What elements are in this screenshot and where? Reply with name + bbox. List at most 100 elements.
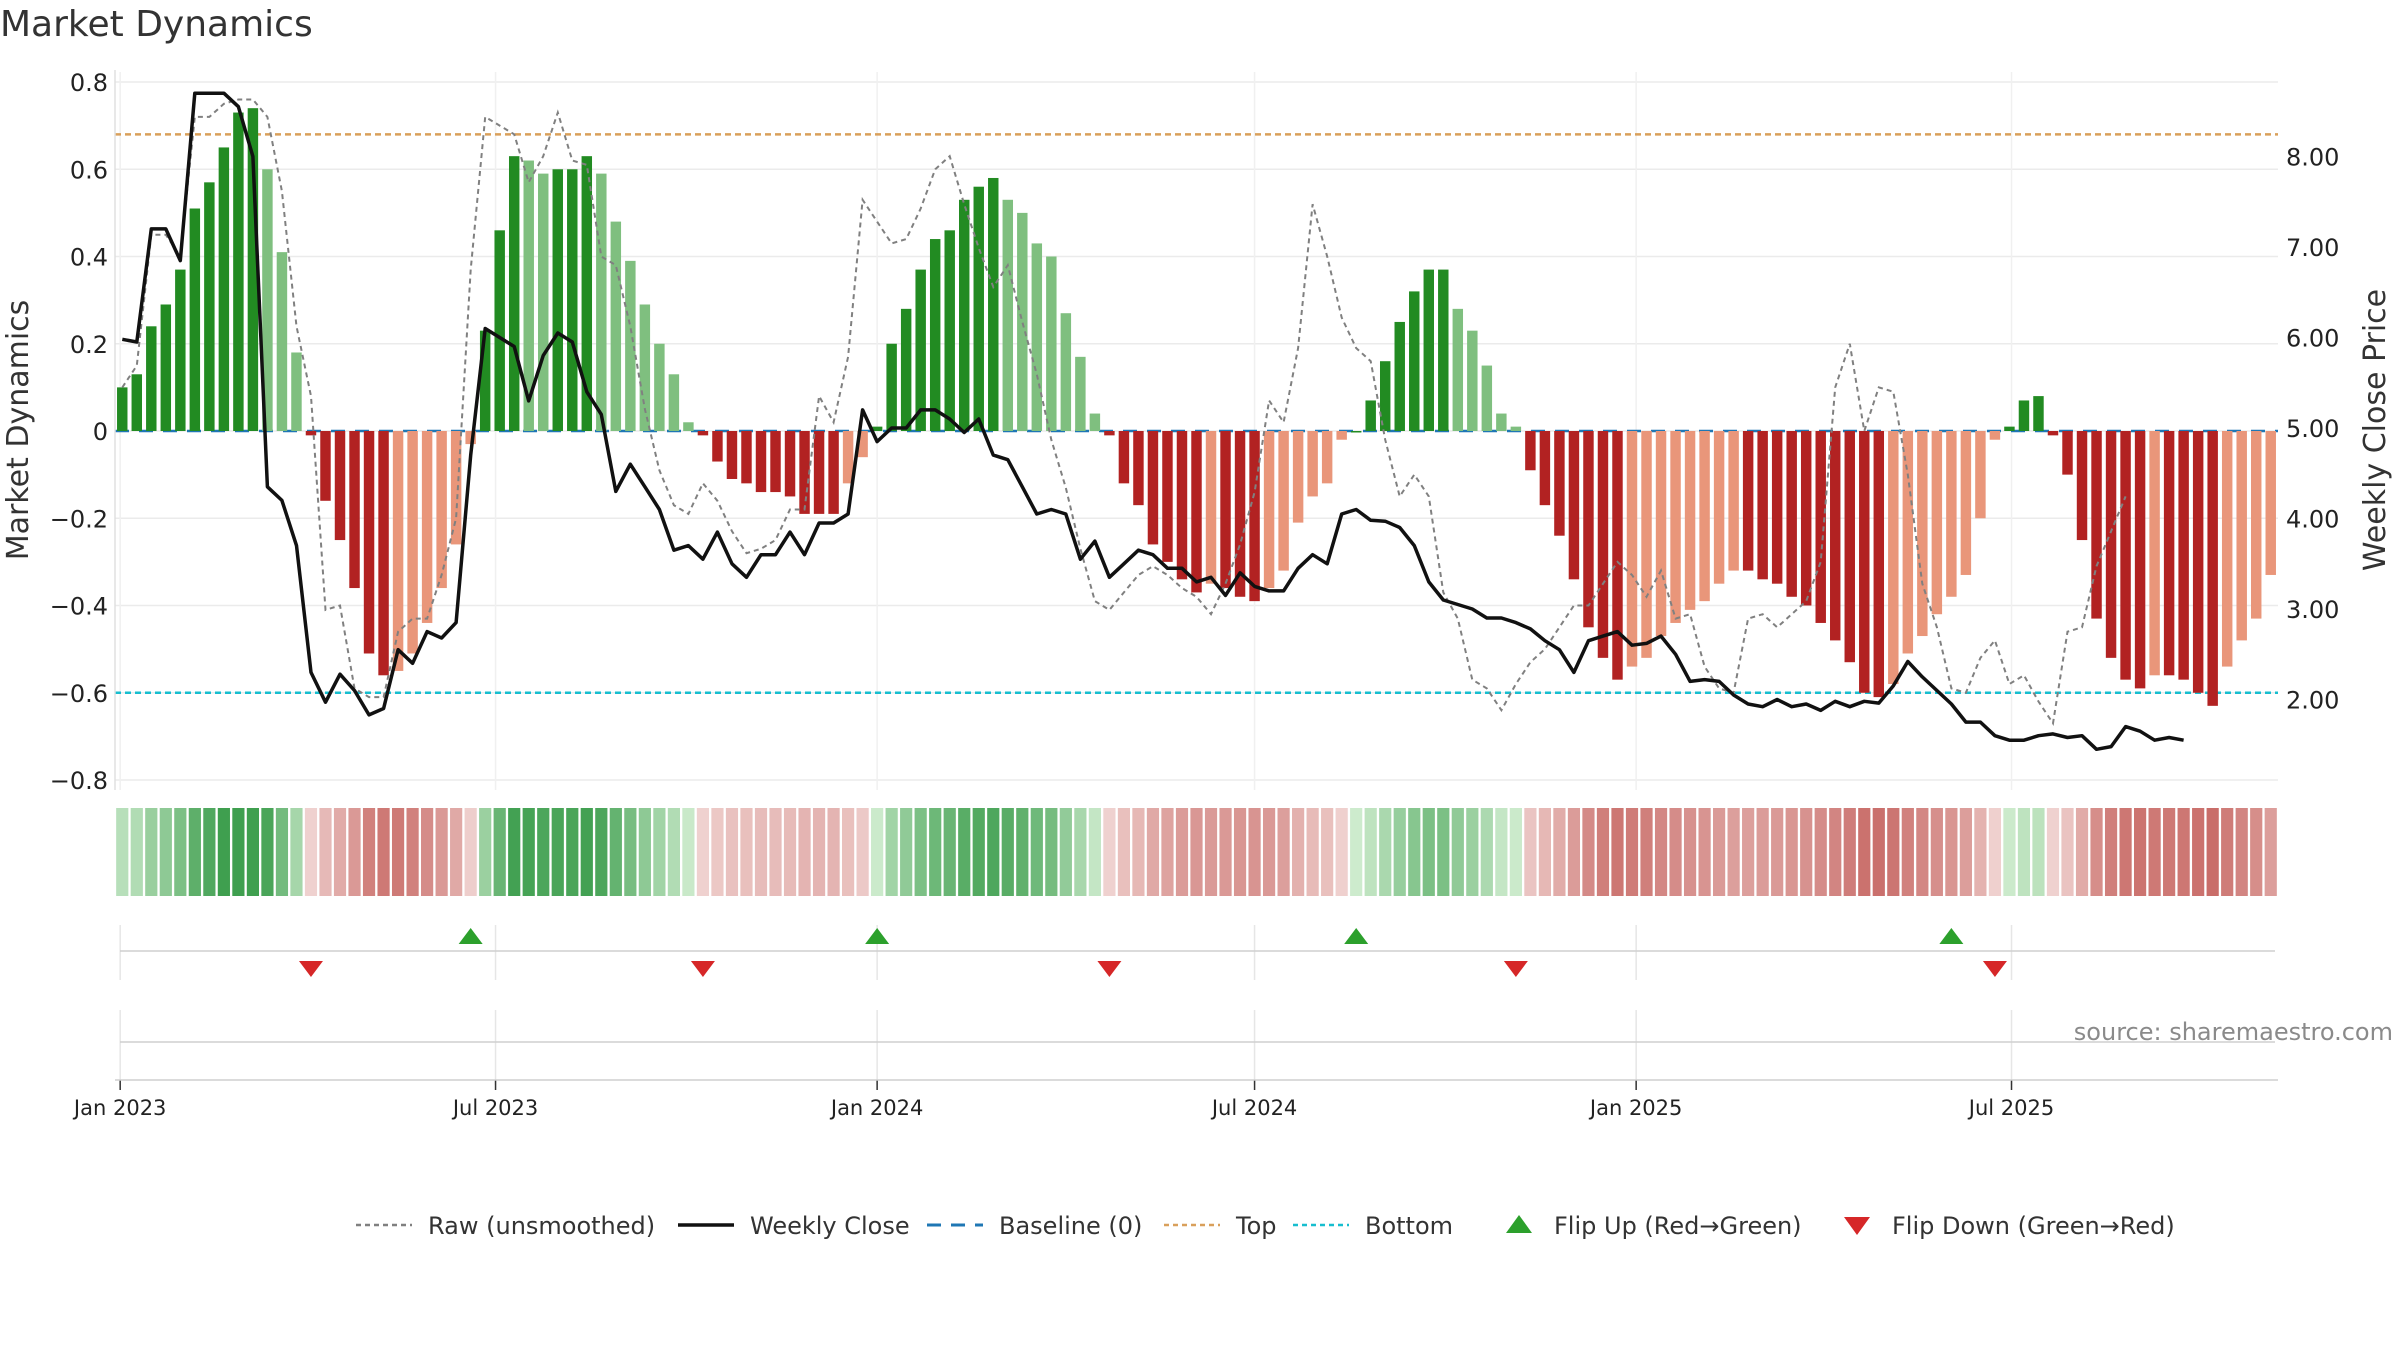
y-tick-right: 8.00 — [2286, 144, 2339, 172]
market-dynamics-bar — [1989, 431, 2001, 440]
regime-strip-cell — [682, 808, 695, 896]
legend-label: Top — [1235, 1212, 1277, 1240]
market-dynamics-bar — [1205, 431, 1217, 584]
regime-strip-cell — [842, 808, 855, 896]
regime-strip-cell — [1277, 808, 1290, 896]
market-dynamics-bar — [1496, 413, 1507, 431]
market-dynamics-bar — [959, 199, 970, 431]
market-dynamics-bar — [639, 304, 651, 431]
regime-strip-cell — [1785, 808, 1798, 896]
flip-down-marker — [1982, 961, 2007, 977]
market-dynamics-bar — [2134, 431, 2146, 689]
regime-strip-cell — [1262, 808, 1276, 896]
regime-strip-cell — [1887, 808, 1900, 896]
market-dynamics-bar — [1815, 431, 1826, 623]
regime-strip-cell — [1713, 808, 1726, 896]
market-dynamics-bar — [799, 431, 810, 514]
regime-strip-cell — [1393, 808, 1406, 896]
regime-strip-cell — [304, 808, 318, 896]
market-dynamics-bar — [1046, 256, 1057, 431]
market-dynamics-bar — [1089, 413, 1101, 431]
market-dynamics-bar — [712, 431, 723, 462]
legend-item: Baseline (0) — [927, 1212, 1142, 1240]
legend-item: Bottom — [1293, 1212, 1453, 1240]
y-tick-left: −0.8 — [50, 767, 108, 795]
market-dynamics-bar — [1975, 431, 1986, 519]
y-tick-right: 2.00 — [2286, 687, 2339, 715]
regime-strip-cell — [769, 808, 782, 896]
regime-strip-cell — [1524, 808, 1537, 896]
regime-strip-cell — [1466, 808, 1479, 896]
regime-strip-cell — [871, 808, 884, 896]
regime-strip-cell — [1016, 808, 1029, 896]
legend-swatch — [1506, 1215, 1532, 1233]
regime-strip-cell — [2250, 808, 2263, 896]
regime-strip-cell — [1640, 808, 1653, 896]
market-dynamics-bar — [320, 431, 331, 501]
market-dynamics-bar — [1583, 431, 1594, 628]
market-dynamics-bar — [741, 431, 752, 484]
flip-down-marker — [1503, 961, 1528, 977]
market-dynamics-bar — [436, 431, 447, 589]
regime-strip-cell — [1248, 808, 1261, 896]
y-tick-left: 0.2 — [70, 331, 108, 359]
regime-strip-cell — [711, 808, 724, 896]
market-dynamics-bar — [160, 304, 172, 431]
regime-strip-cell — [1233, 808, 1247, 896]
regime-strip-cell — [1567, 808, 1581, 896]
market-dynamics-bar — [1757, 431, 1768, 580]
regime-strip-cell — [1843, 808, 1856, 896]
regime-strip-cell — [1974, 808, 1987, 896]
market-dynamics-bar — [1597, 431, 1609, 658]
y-tick-right: 3.00 — [2286, 596, 2339, 624]
market-dynamics-bar — [363, 431, 375, 654]
regime-strip-cell — [2075, 808, 2089, 896]
regime-strip-cell — [1103, 808, 1116, 896]
flip-markers-panel — [120, 928, 2275, 977]
regime-strip-cell — [1930, 808, 1943, 896]
market-dynamics-bar — [2076, 431, 2088, 541]
regime-strip-cell — [667, 808, 680, 896]
regime-strip-cell — [1480, 808, 1493, 896]
regime-strip-cell — [2104, 808, 2118, 896]
regime-strip-cell — [1727, 808, 1740, 896]
market-dynamics-bar — [1960, 431, 1972, 575]
regime-strip-cell — [145, 808, 158, 896]
regime-strip — [116, 808, 2277, 896]
market-dynamics-bar — [1321, 431, 1333, 484]
market-dynamics-bar — [1728, 431, 1739, 571]
regime-strip-cell — [1379, 808, 1392, 896]
y-tick-left: −0.2 — [50, 505, 108, 533]
market-dynamics-bar — [770, 431, 781, 493]
market-dynamics-bar — [1176, 431, 1188, 580]
regime-strip-cell — [2235, 808, 2248, 896]
regime-strip-cell — [1669, 808, 1682, 896]
market-dynamics-bar — [900, 308, 912, 431]
market-dynamics-bar — [944, 230, 955, 431]
regime-strip-cell — [333, 808, 347, 896]
market-dynamics-bar — [1002, 199, 1014, 431]
regime-strip-cell — [1582, 808, 1595, 896]
axes: 0.8 0.6 0.4 0.2 0 −0.2 −0.4 −0.6 −0.8 8.00 7.00 6.0… — [50, 69, 2340, 1120]
regime-strip-cell — [929, 808, 942, 896]
legend-item: Weekly Close — [678, 1212, 910, 1240]
market-dynamics-bar — [1350, 431, 1362, 433]
regime-strip-cell — [188, 808, 201, 896]
market-dynamics-bar — [1946, 431, 1957, 597]
regime-strip-cell — [1204, 808, 1218, 896]
regime-strip-cell — [696, 808, 710, 896]
legend-swatch — [1844, 1217, 1870, 1235]
regime-strip-cell — [2148, 808, 2161, 896]
regime-strip-cell — [1872, 808, 1885, 896]
market-dynamics-bar — [276, 252, 288, 431]
regime-strip-cell — [377, 808, 390, 896]
regime-strip-cell — [1611, 808, 1624, 896]
flip-up-marker — [1344, 928, 1369, 944]
market-dynamics-bar — [1467, 330, 1478, 431]
market-dynamics-bar — [755, 431, 767, 493]
market-dynamics-bar — [479, 330, 491, 431]
market-dynamics-bar — [1249, 431, 1260, 602]
market-dynamics-bar — [2207, 431, 2218, 706]
regime-strip-cell — [1742, 808, 1755, 896]
